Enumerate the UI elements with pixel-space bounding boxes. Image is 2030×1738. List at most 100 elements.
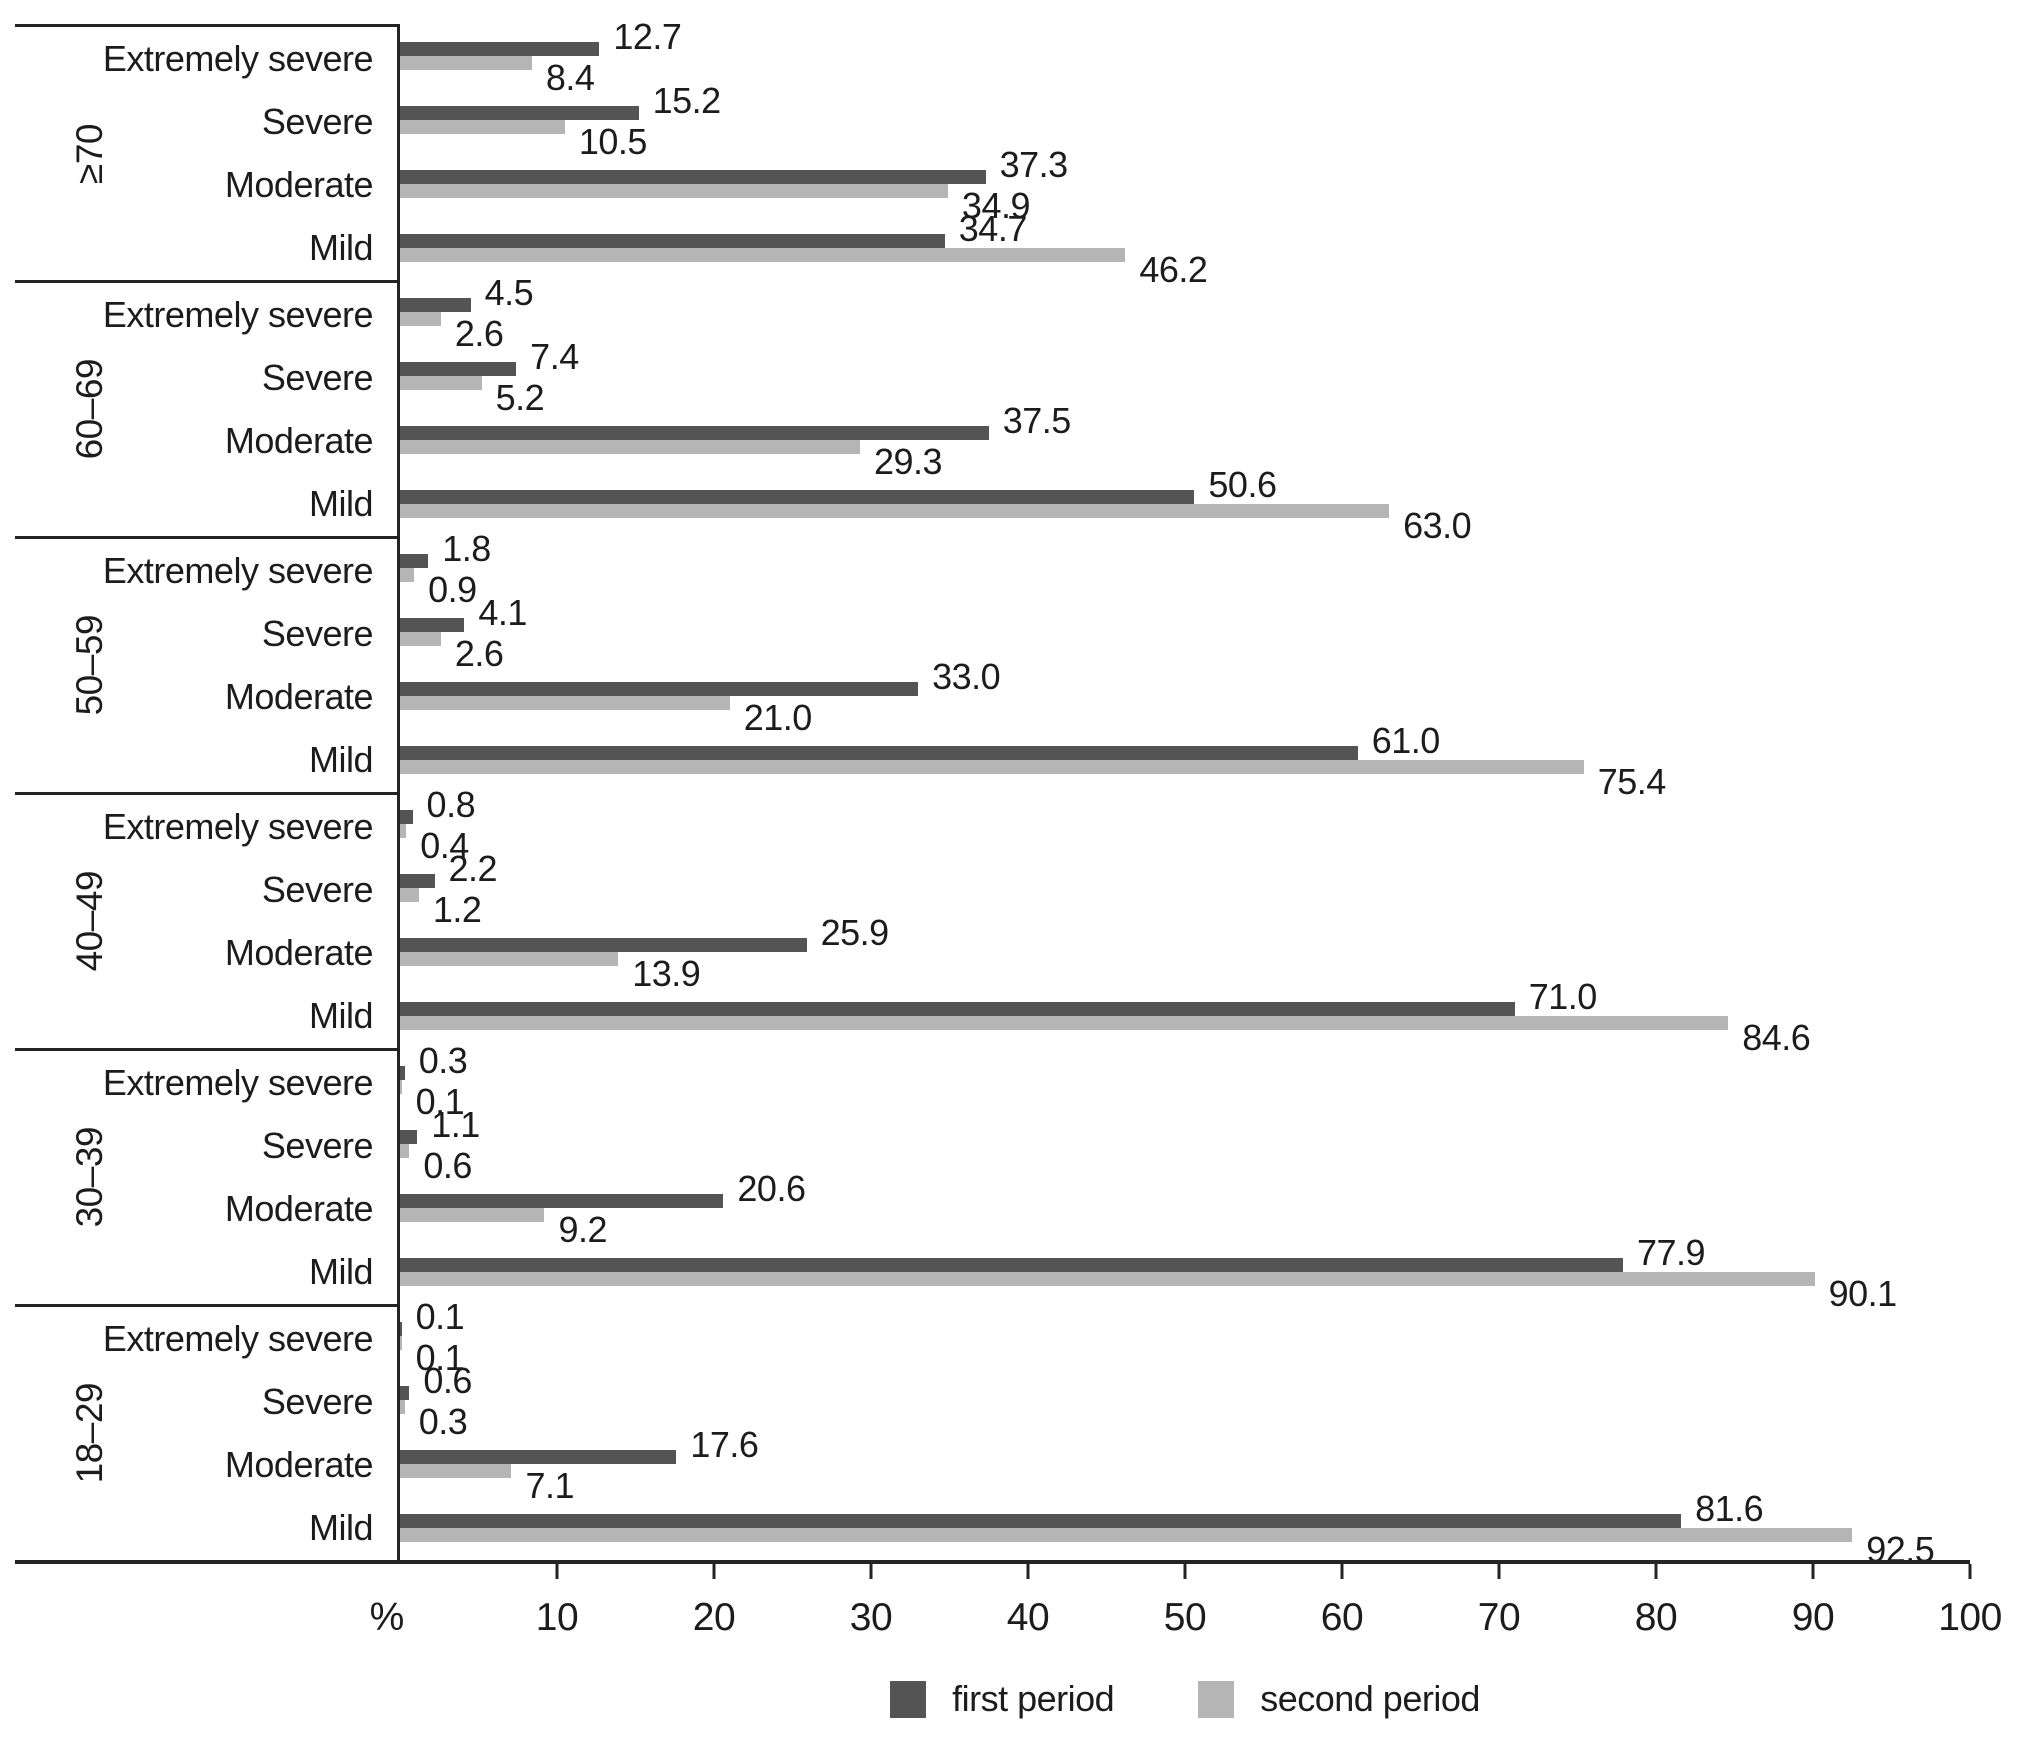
age-group-label: 60–69: [69, 359, 110, 460]
first-period-bar-line: 0.1: [400, 1299, 1970, 1336]
group-label-panel: ≥70 Extremely severe Severe Moderate Mild: [15, 24, 400, 280]
severity-label: Moderate: [224, 164, 374, 206]
first-period-bar-line: 25.9: [400, 915, 1970, 952]
first-period-bar-line: 50.6: [400, 467, 1970, 504]
group-label-panel: 18–29 Extremely severe Severe Moderate Mild: [15, 1304, 400, 1560]
axis-tick-label: 80: [1634, 1596, 1678, 1639]
severity-label: Mild: [308, 739, 374, 781]
bar-second-period: [400, 1336, 402, 1350]
age-group-row: 50–59 Extremely severe Severe Moderate Mild 1…: [15, 531, 1970, 800]
value-label-second-period: 7.1: [525, 1465, 575, 1506]
bar-second-period: [400, 120, 565, 134]
severity-label: Extremely severe: [102, 37, 374, 79]
bar-first-period: [400, 106, 639, 120]
bar-first-period: [400, 874, 435, 888]
legend-item-second-period: second period: [1198, 1678, 1480, 1720]
value-label-first-period: 2.2: [448, 848, 498, 889]
bar-second-period: [400, 1080, 402, 1094]
second-period-bar-line: 0.1: [400, 1080, 1970, 1120]
bar-second-period: [400, 1528, 1853, 1542]
second-period-bar-line: 1.2: [400, 888, 1970, 928]
bar-pair-row: 20.6 9.2: [400, 1171, 1970, 1248]
first-period-bar-line: 37.3: [400, 147, 1970, 184]
value-label-second-period: 63.0: [1403, 505, 1472, 546]
bar-second-period: [400, 1464, 512, 1478]
first-period-bar-line: 0.6: [400, 1363, 1970, 1400]
axis-tick-label: 60: [1320, 1596, 1364, 1639]
bar-first-period: [400, 1258, 1624, 1272]
severity-labels: Extremely severe Severe Moderate Mild: [15, 539, 397, 792]
value-label-first-period: 33.0: [932, 656, 1001, 697]
bar-pair-row: 12.7 8.4: [400, 19, 1970, 96]
second-period-bar-line: 46.2: [400, 248, 1970, 288]
value-label-first-period: 71.0: [1528, 976, 1598, 1017]
value-label-second-period: 0.9: [428, 569, 477, 610]
value-label-second-period: 10.5: [578, 121, 648, 162]
second-period-bar-line: 29.3: [400, 440, 1970, 480]
bar-first-period: [400, 682, 919, 696]
age-group-label: 50–59: [69, 615, 110, 716]
bar-second-period: [400, 312, 441, 326]
axis-unit-label: %: [369, 1596, 405, 1639]
axis-tick-label: 20: [692, 1596, 736, 1639]
axis-tick-label: 30: [849, 1596, 893, 1639]
bar-pair-row: 7.4 5.2: [400, 339, 1970, 416]
bar-pair-row: 17.6 7.1: [400, 1427, 1970, 1504]
second-period-bar-line: 8.4: [400, 56, 1970, 96]
bar-pair-row: 34.7 46.2: [400, 211, 1970, 288]
value-label-first-period: 34.7: [958, 208, 1028, 249]
bar-pair-row: 4.1 2.6: [400, 595, 1970, 672]
bar-first-period: [400, 490, 1195, 504]
axis-tick-label: 10: [535, 1596, 579, 1639]
second-period-bar-line: 0.1: [400, 1336, 1970, 1376]
first-period-swatch: [890, 1680, 927, 1718]
severity-label: Moderate: [224, 676, 374, 718]
severity-labels: Extremely severe Severe Moderate Mild: [15, 795, 397, 1048]
axis-tick: [1026, 1564, 1030, 1579]
severity-label: Moderate: [224, 420, 374, 462]
second-period-bar-line: 0.9: [400, 568, 1970, 608]
bar-second-period: [400, 696, 730, 710]
severity-label: Mild: [308, 995, 374, 1037]
age-group-label: 40–49: [69, 871, 110, 972]
value-label-first-period: 50.6: [1208, 464, 1277, 505]
first-period-bar-line: 33.0: [400, 659, 1970, 696]
group-label-panel: 60–69 Extremely severe Severe Moderate Mild: [15, 280, 400, 536]
bar-second-period: [400, 440, 860, 454]
severity-label: Severe: [261, 356, 374, 398]
second-period-bar-line: 9.2: [400, 1208, 1970, 1248]
severity-label: Severe: [261, 1124, 374, 1166]
axis-tick: [712, 1564, 716, 1579]
group-label-cell: 18–29: [15, 1307, 165, 1560]
group-label-cell: 60–69: [15, 283, 165, 536]
second-period-bar-line: 90.1: [400, 1272, 1970, 1312]
bar-first-period: [400, 1450, 677, 1464]
bar-second-period: [400, 1144, 410, 1158]
axis-tick: [555, 1564, 559, 1579]
first-period-bar-line: 4.1: [400, 595, 1970, 632]
value-label-second-period: 46.2: [1139, 249, 1208, 290]
bar-second-period: [400, 1400, 405, 1414]
axis-tick-label: 90: [1791, 1596, 1835, 1639]
x-axis: % 10 20 30 40 50 60 70 80 90 100: [15, 1560, 2002, 1670]
bar-second-period: [400, 824, 407, 838]
severity-label: Moderate: [224, 1444, 374, 1486]
group-label-panel: 40–49 Extremely severe Severe Moderate Mild: [15, 792, 400, 1048]
first-period-bar-line: 20.6: [400, 1171, 1970, 1208]
severity-label: Mild: [308, 227, 374, 269]
bar-pair-row: 0.8 0.4: [400, 787, 1970, 864]
bar-first-period: [400, 1066, 405, 1080]
second-period-bar-line: 63.0: [400, 504, 1970, 544]
chart-groups: ≥70 Extremely severe Severe Moderate Mild 12.…: [15, 19, 1970, 1568]
severity-label: Mild: [308, 1507, 374, 1549]
first-period-bar-line: 0.8: [400, 787, 1970, 824]
value-label-second-period: 2.6: [454, 633, 504, 674]
value-label-first-period: 81.6: [1695, 1488, 1764, 1529]
second-period-swatch: [1198, 1680, 1235, 1718]
bar-pair-row: 37.5 29.3: [400, 403, 1970, 480]
value-label-first-period: 7.4: [530, 336, 579, 377]
group-bars: 4.5 2.6 7.4 5.2 37.5 29.3 50.6 63.0: [400, 275, 1970, 544]
group-label-cell: 40–49: [15, 795, 165, 1048]
severity-label: Extremely severe: [102, 293, 374, 335]
bar-first-period: [400, 170, 986, 184]
